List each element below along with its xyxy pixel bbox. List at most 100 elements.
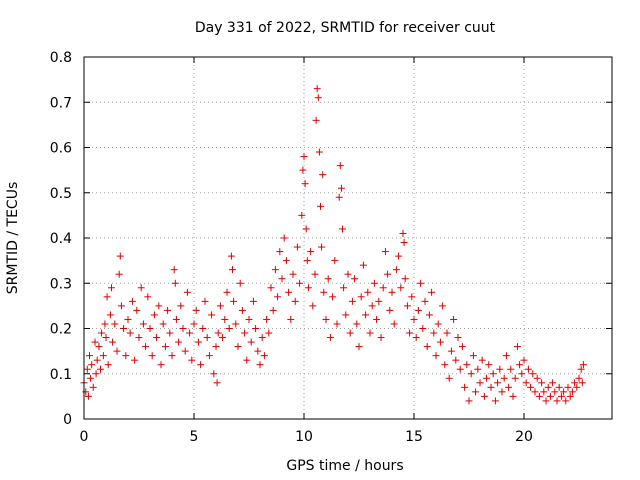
- data-point: [106, 311, 114, 319]
- data-point: [181, 347, 189, 355]
- data-point: [518, 370, 526, 378]
- data-point: [496, 365, 504, 373]
- data-point: [335, 193, 343, 201]
- data-point: [432, 352, 440, 360]
- data-point: [549, 379, 557, 387]
- data-point: [126, 329, 134, 337]
- y-tick-label: 0.6: [50, 141, 72, 157]
- data-point: [428, 288, 436, 296]
- y-tick-label: 0.5: [50, 186, 72, 202]
- data-point: [529, 370, 537, 378]
- data-point: [329, 293, 337, 301]
- chart-title: Day 331 of 2022, SRMTID for receiver cuu…: [195, 20, 496, 36]
- data-point: [513, 343, 521, 351]
- data-point: [230, 297, 238, 305]
- data-point: [197, 361, 205, 369]
- data-point: [190, 320, 198, 328]
- data-point: [421, 297, 429, 305]
- data-point: [483, 374, 491, 382]
- data-point: [450, 315, 458, 323]
- data-point: [406, 329, 414, 337]
- data-point: [89, 383, 97, 391]
- data-point: [146, 325, 154, 332]
- data-point: [318, 243, 326, 251]
- data-point: [91, 338, 99, 346]
- y-tick-label: 0.1: [50, 367, 72, 383]
- data-point: [243, 356, 251, 364]
- data-point: [104, 361, 112, 369]
- data-point: [285, 288, 293, 296]
- data-point: [108, 284, 115, 292]
- data-point: [307, 248, 315, 256]
- data-point: [210, 370, 218, 378]
- data-point: [88, 361, 96, 369]
- data-point: [419, 325, 427, 332]
- data-point: [368, 302, 376, 310]
- data-point: [546, 392, 554, 400]
- data-point: [339, 225, 346, 233]
- data-point: [155, 302, 163, 310]
- data-point: [333, 320, 341, 328]
- data-point: [502, 352, 510, 360]
- data-point: [478, 356, 486, 364]
- axis-ticks: [83, 56, 612, 420]
- data-point: [144, 293, 152, 301]
- data-point: [397, 284, 405, 292]
- data-point: [562, 397, 570, 405]
- data-point: [168, 352, 176, 360]
- data-point: [505, 383, 513, 391]
- data-point: [324, 275, 332, 283]
- data-point: [579, 361, 587, 369]
- data-point: [117, 302, 125, 310]
- data-point: [535, 392, 543, 400]
- data-point: [489, 370, 497, 378]
- data-point: [298, 211, 306, 219]
- x-tick-label: 0: [80, 429, 89, 445]
- data-point: [157, 361, 165, 369]
- data-point: [351, 275, 359, 283]
- data-point: [353, 320, 361, 328]
- data-point: [544, 383, 552, 391]
- tick-labels: 0 0.1 0.2 0.3 0.4 0.5 0.6 0.7 0.8 0 5 10 15 20: [50, 50, 533, 445]
- data-point: [474, 365, 482, 373]
- data-point: [201, 297, 209, 305]
- data-point: [417, 279, 425, 287]
- data-point: [212, 343, 220, 351]
- data-point: [578, 379, 586, 387]
- data-point: [456, 365, 464, 373]
- data-point: [213, 379, 221, 387]
- data-point: [357, 293, 365, 301]
- y-axis-label: SRMTID / TECUs: [5, 182, 21, 295]
- data-point: [463, 361, 471, 369]
- data-point: [555, 383, 563, 391]
- data-point: [326, 334, 334, 342]
- data-point: [84, 392, 92, 400]
- data-point: [386, 306, 394, 314]
- data-point: [430, 329, 438, 337]
- data-point: [384, 270, 392, 278]
- data-point: [291, 297, 299, 305]
- data-point: [476, 379, 484, 387]
- data-point: [467, 370, 475, 378]
- data-point: [410, 315, 418, 323]
- y-tick-label: 0: [63, 412, 72, 428]
- data-point: [315, 148, 323, 156]
- data-point: [359, 261, 367, 269]
- data-point: [164, 306, 172, 314]
- data-point: [203, 334, 211, 342]
- data-point: [124, 315, 132, 323]
- data-point: [236, 279, 244, 287]
- y-tick-label: 0.8: [50, 50, 72, 66]
- data-point: [95, 343, 103, 351]
- data-point: [269, 306, 277, 314]
- data-point: [186, 329, 194, 337]
- data-point: [425, 311, 433, 319]
- data-point: [441, 361, 449, 369]
- data-point: [399, 229, 407, 237]
- data-point: [551, 388, 559, 396]
- data-point: [480, 392, 488, 400]
- data-point: [560, 388, 568, 396]
- data-point: [301, 180, 309, 188]
- data-point: [485, 361, 493, 369]
